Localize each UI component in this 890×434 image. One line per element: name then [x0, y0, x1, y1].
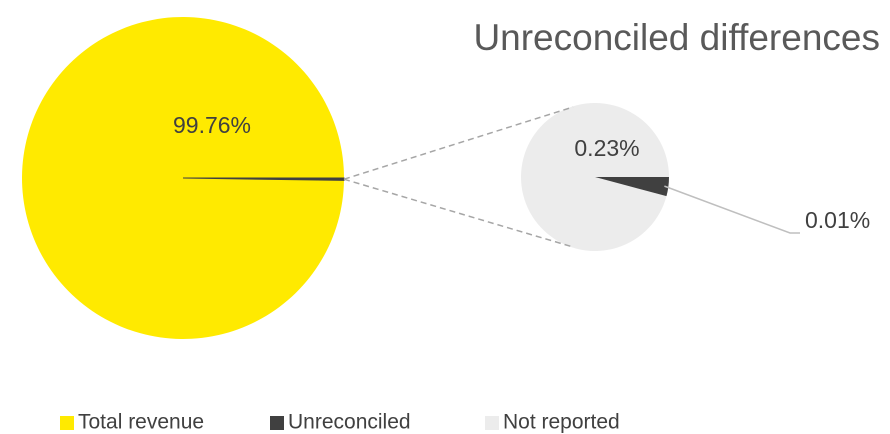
data-label: 99.76% [173, 112, 251, 138]
legend-swatch [60, 416, 74, 430]
data-label: 0.23% [574, 135, 639, 161]
legend-swatch [485, 416, 499, 430]
data-label: 0.01% [805, 207, 870, 233]
leader-line [664, 185, 800, 234]
pie-slice [595, 177, 669, 197]
legend-label: Not reported [503, 411, 620, 434]
legend-label: Unreconciled [288, 411, 411, 434]
legend-swatch [270, 416, 284, 430]
chart-title: Unreconciled differences [473, 17, 880, 58]
connector [343, 106, 574, 180]
pie-slice [521, 103, 669, 252]
legend-label: Total revenue [78, 411, 204, 434]
